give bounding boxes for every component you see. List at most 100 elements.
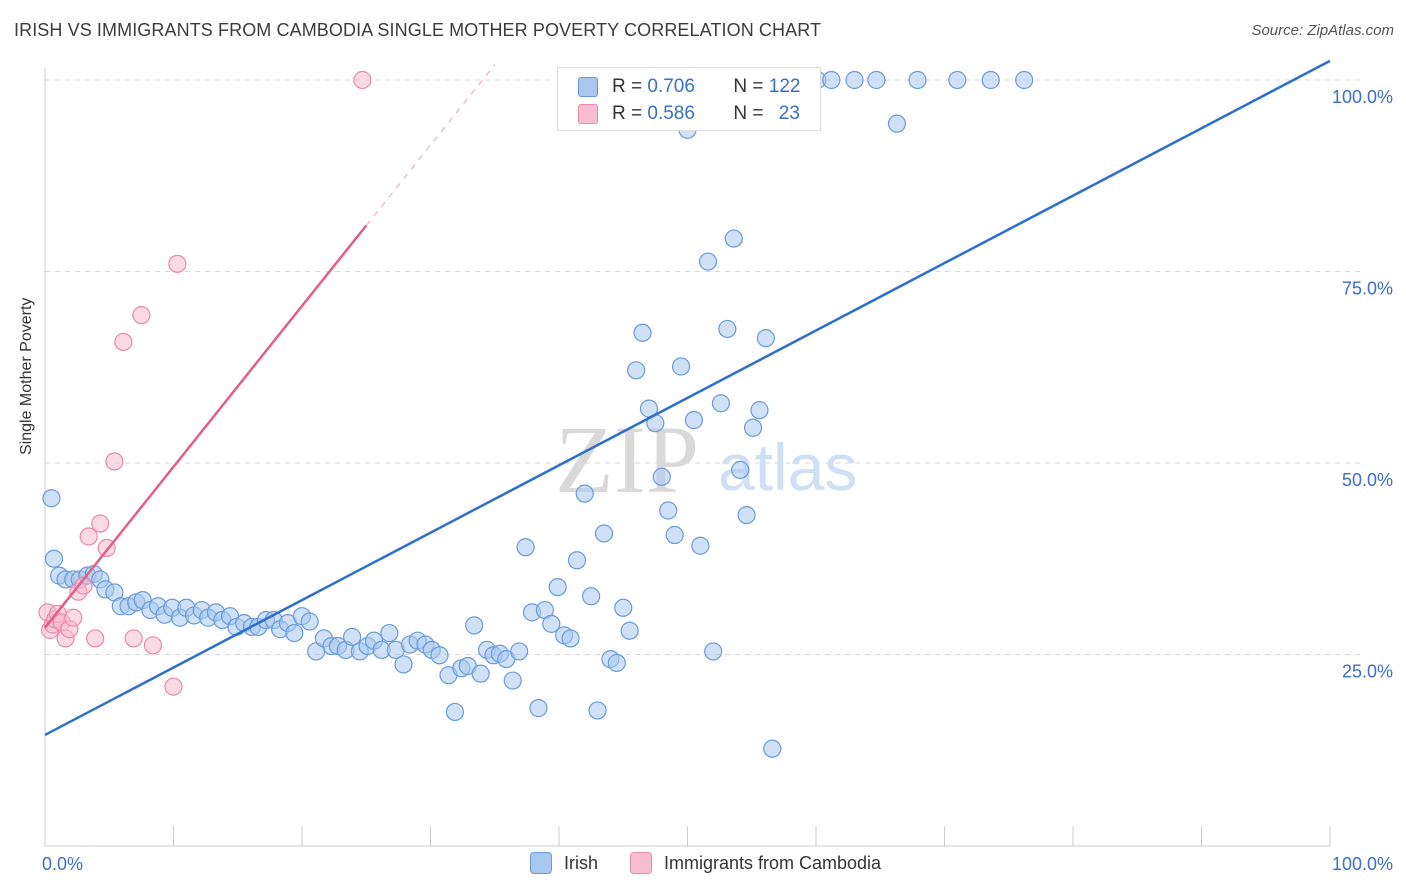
irish-point-67: [510, 642, 529, 661]
legend-cambodia-swatch: [630, 852, 652, 874]
cambodia-point-13: [91, 514, 110, 533]
irish-point-82: [607, 653, 626, 673]
cambodia-swatch: [578, 104, 598, 124]
irish-point-90: [659, 501, 678, 520]
irish-point-48: [380, 623, 399, 643]
irish-r-value: 0.706: [647, 76, 695, 97]
y-tick-label-2: 75.0%: [1342, 279, 1393, 299]
irish-point-79: [588, 701, 607, 720]
x-tick-label-0: 0.0%: [42, 854, 83, 874]
irish-point-86: [633, 323, 652, 342]
cambodia-n-label: N =: [733, 103, 769, 124]
irish-point-117: [887, 114, 907, 133]
cambodia-trend-line: [44, 224, 368, 629]
irish-point-55: [430, 646, 449, 665]
irish-point-50: [394, 655, 413, 674]
irish-point-60: [465, 616, 484, 635]
irish-point-85: [626, 361, 646, 380]
irish-point-35: [285, 623, 304, 643]
irish-point-118: [908, 70, 927, 90]
cambodia-point-21: [168, 254, 187, 273]
legend: Irish Immigrants from Cambodia: [0, 852, 1406, 878]
irish-point-75: [561, 629, 580, 648]
irish-point-37: [300, 612, 319, 631]
irish-r-label: R =: [612, 76, 648, 97]
cambodia-trend-extension: [365, 64, 496, 226]
tick-labels: 25.0% 50.0% 75.0% 100.0% 0.0% 100.0%: [42, 87, 1393, 874]
irish-point-91: [665, 525, 684, 545]
irish-point-99: [718, 319, 737, 339]
cambodia-point-16: [114, 332, 133, 352]
axes: [44, 68, 1331, 847]
stats-row-irish: R = 0.706 N = 122: [578, 73, 800, 101]
irish-point-105: [756, 329, 775, 348]
irish-point-114: [822, 70, 841, 90]
irish-point-72: [542, 614, 561, 633]
cambodia-point-15: [105, 452, 124, 471]
irish-point-104: [750, 401, 769, 420]
irish-point-106: [763, 739, 782, 758]
legend-irish-swatch: [530, 852, 552, 874]
irish-point-83: [614, 598, 633, 617]
irish-point-61: [471, 664, 490, 683]
irish-n-label: N =: [733, 76, 769, 97]
watermark: ZIP atlas: [555, 406, 857, 513]
cambodia-point-22: [353, 70, 372, 90]
irish-point-95: [691, 536, 710, 555]
legend-cambodia-label: Immigrants from Cambodia: [664, 852, 882, 873]
irish-swatch: [578, 77, 598, 97]
irish-point-89: [652, 467, 671, 486]
legend-item-cambodia[interactable]: Immigrants from Cambodia: [630, 852, 881, 874]
irish-point-78: [582, 587, 601, 606]
cambodia-r-label: R =: [612, 103, 648, 124]
irish-point-102: [737, 505, 756, 525]
irish-point-66: [503, 671, 522, 690]
x-tick-label-1: 100.0%: [1332, 854, 1393, 874]
irish-point-68: [516, 538, 535, 557]
cambodia-point-8: [64, 608, 83, 627]
irish-point-100: [724, 229, 743, 248]
irish-point-115: [845, 70, 864, 90]
gridlines: [45, 79, 1365, 655]
cambodia-r-value: 0.586: [647, 103, 695, 124]
chart-title: IRISH VS IMMIGRANTS FROM CAMBODIA SINGLE…: [14, 20, 822, 40]
cambodia-point-12: [86, 629, 105, 648]
irish-point-43: [343, 627, 362, 646]
cambodia-point-10: [74, 576, 93, 595]
irish-n-value: 122: [768, 76, 801, 97]
irish-point-96: [698, 252, 718, 271]
irish-point-120: [981, 70, 1000, 90]
irish-point-77: [575, 484, 594, 503]
legend-irish-label: Irish: [564, 852, 599, 873]
y-tick-label-0: 25.0%: [1342, 662, 1393, 682]
irish-point-76: [567, 551, 587, 570]
irish-point-73: [548, 577, 567, 597]
source-label: Source: ZipAtlas.com: [1251, 22, 1394, 39]
irish-point-98: [711, 394, 731, 413]
irish-point-101: [731, 460, 750, 479]
irish-trend-line: [44, 59, 1331, 737]
irish-point-1: [44, 549, 64, 568]
irish-point-57: [445, 702, 465, 722]
cambodia-point-20: [164, 677, 183, 696]
trend-lines: [44, 59, 1331, 737]
irish-point-94: [684, 411, 704, 430]
irish-point-103: [743, 418, 763, 437]
cambodia-point-17: [124, 629, 143, 648]
legend-item-irish[interactable]: Irish: [530, 852, 598, 874]
cambodia-point-11: [79, 527, 98, 546]
irish-point-119: [948, 70, 967, 90]
cambodia-n-value: 23: [778, 103, 800, 124]
irish-point-92: [671, 357, 691, 376]
irish-point-80: [594, 524, 614, 543]
irish-point-0: [42, 489, 61, 508]
irish-point-97: [704, 642, 723, 661]
irish-point-121: [1015, 70, 1034, 90]
cambodia-points: [38, 70, 372, 696]
cambodia-point-19: [143, 636, 163, 655]
cambodia-point-18: [132, 306, 151, 325]
y-tick-label-1: 50.0%: [1342, 470, 1393, 490]
stats-row-cambodia: R = 0.586 N = 23: [578, 100, 800, 128]
irish-point-84: [620, 621, 639, 640]
